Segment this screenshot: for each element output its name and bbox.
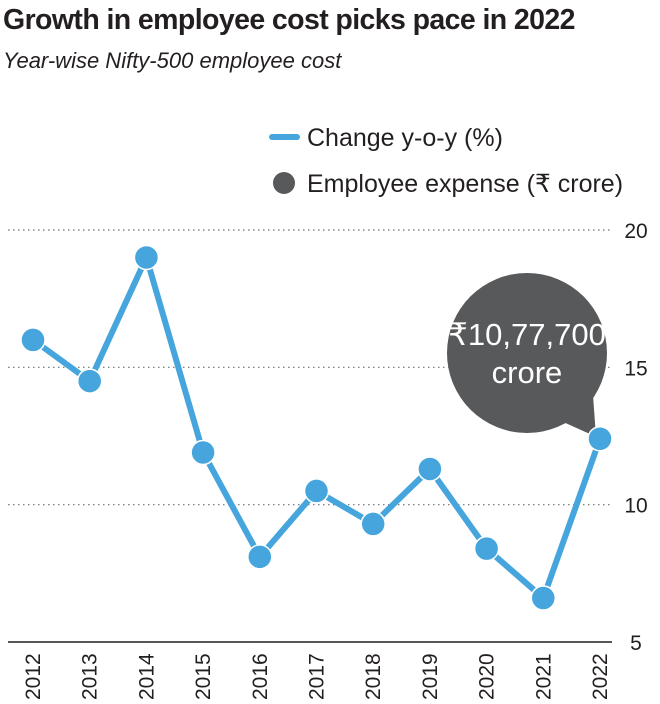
data-point[interactable] [417,456,443,482]
data-point[interactable] [473,535,500,562]
x-tick-label: 2015 [192,653,215,700]
data-point[interactable] [530,585,557,611]
y-tick-label: 5 [630,632,642,655]
y-tick-label: 15 [624,357,647,380]
data-point[interactable] [133,244,160,271]
data-point[interactable] [303,478,330,504]
callout-value: ₹10,77,700 [448,317,606,352]
legend-label-change: Change y-o-y (%) [307,124,503,152]
chart-subtitle: Year-wise Nifty-500 employee cost [3,48,342,73]
data-point[interactable] [247,544,273,570]
x-tick-label: 2020 [476,653,499,700]
data-points [20,244,613,611]
y-tick-label: 20 [624,220,647,243]
x-axis-ticks: 2012 2013 2014 2015 2016 2017 2018 2019 2020 2021… [22,653,612,700]
data-point[interactable] [76,368,103,394]
x-tick-label: 2016 [249,653,272,700]
data-point[interactable] [190,439,216,466]
x-tick-label: 2021 [532,653,555,700]
annotation-callout: ₹10,77,700 crore [447,273,607,437]
data-point[interactable] [20,327,46,353]
x-tick-label: 2012 [22,653,45,700]
callout-unit: crore [492,355,563,390]
y-axis-ticks: 5 10 15 20 [624,220,647,655]
data-point[interactable] [360,511,386,537]
x-tick-label: 2019 [419,653,442,700]
callout-bubble [447,273,607,437]
data-point[interactable] [587,425,613,452]
legend-label-expense: Employee expense (₹ crore) [307,170,623,198]
y-tick-label: 10 [624,495,647,518]
legend-circle-swatch [273,172,295,194]
gridlines [8,229,612,643]
x-tick-label: 2017 [306,653,329,700]
x-tick-label: 2018 [362,653,385,700]
chart-title: Growth in employee cost picks pace in 20… [3,4,576,36]
legend: Change y-o-y (%) Employee expense (₹ cro… [269,124,623,198]
x-tick-label: 2013 [79,653,102,700]
x-tick-label: 2022 [589,653,612,700]
x-tick-label: 2014 [135,653,158,700]
